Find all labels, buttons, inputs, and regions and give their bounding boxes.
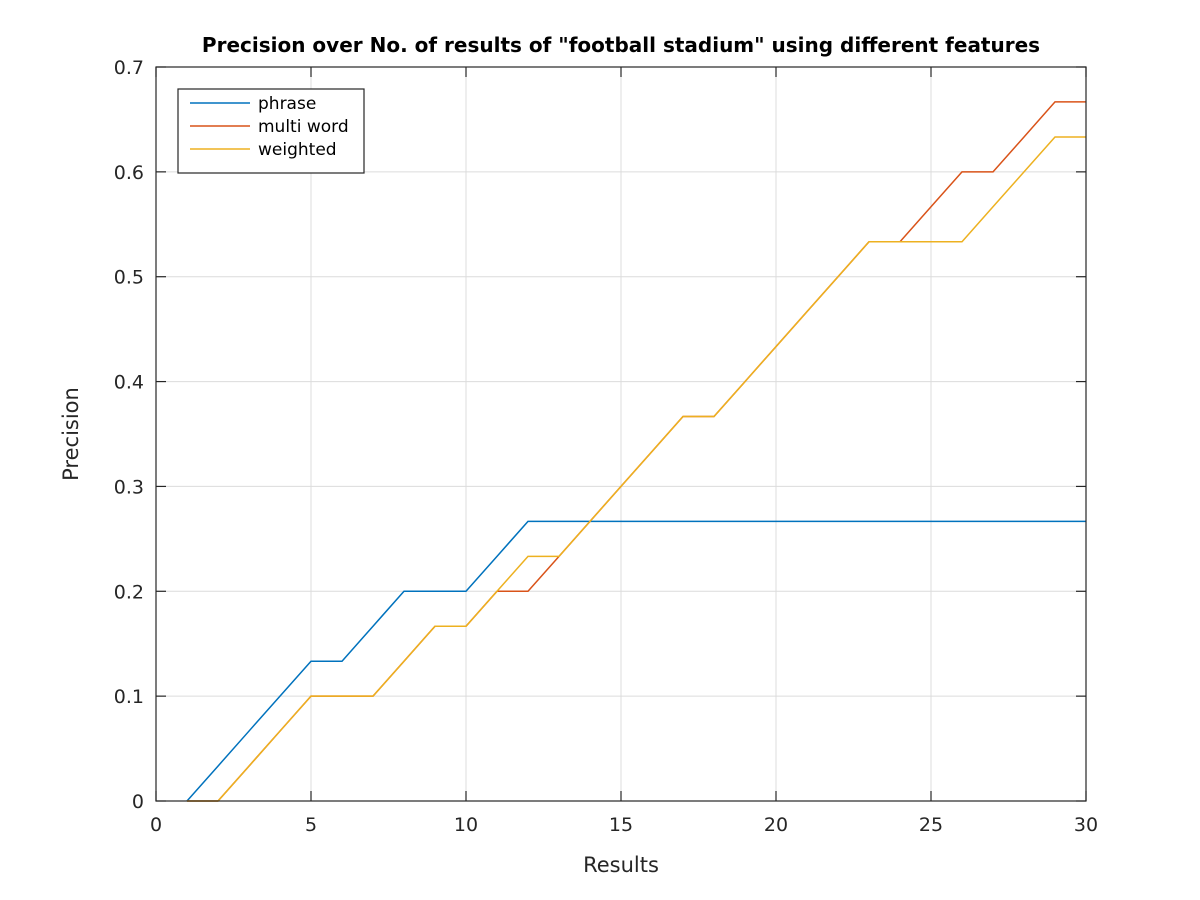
y-tick-label: 0.3 [114,476,144,498]
legend-label: multi word [258,117,349,137]
grid-lines [156,67,1086,801]
series-line-weighted [187,136,1086,802]
legend: phrase multi word weighted [177,88,365,174]
chart-title: Precision over No. of results of "footba… [202,33,1040,57]
legend-label: phrase [258,94,316,114]
series-line-phrase [186,520,1086,802]
x-tick-label: 10 [454,814,478,836]
y-tick-label: 0.1 [114,686,144,708]
x-tick-label: 30 [1074,814,1098,836]
x-axis-label: Results [583,853,659,877]
data-series [186,101,1086,802]
y-tick-label: 0.4 [114,372,144,394]
x-tick-label: 15 [609,814,633,836]
y-tick-label: 0.7 [114,57,144,79]
y-axis-label: Precision [59,387,83,481]
x-tick-label: 25 [919,814,943,836]
x-tick-label: 0 [150,814,162,836]
legend-label: weighted [258,140,337,160]
x-tick-label: 5 [305,814,317,836]
y-tick-label: 0 [132,791,144,813]
x-tick-label: 20 [764,814,788,836]
y-tick-label: 0.5 [114,267,144,289]
axis-ticks: 0 5 10 15 20 25 30 0 0.1 0.2 0.3 0.4 0.5 0.6 0.7 [114,57,1098,836]
y-tick-label: 0.6 [114,162,144,184]
y-tick-label: 0.2 [114,581,144,603]
